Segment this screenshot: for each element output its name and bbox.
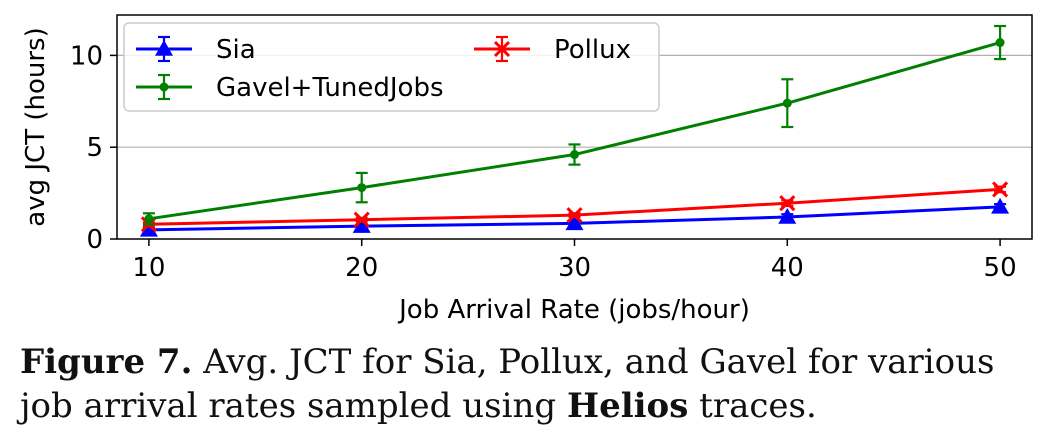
x-tick-label: 30 (558, 253, 591, 283)
data-point (991, 197, 1010, 214)
data-point (352, 217, 371, 233)
y-tick-label: 10 (70, 41, 103, 71)
x-tick-label: 20 (345, 253, 378, 283)
y-tick-label: 5 (86, 133, 103, 163)
caption-label: Figure 7. (20, 342, 193, 382)
line-chart: 0 5 10 10 20 30 40 50 Job Arrival Rate (jobs/ho… (21, 14, 1033, 325)
legend-marker (159, 82, 169, 92)
data-point (139, 220, 158, 237)
figure-caption: Figure 7. Avg. JCT for Sia, Pollux, and … (20, 340, 1050, 428)
data-point (778, 207, 797, 224)
data-point (782, 98, 792, 108)
legend-item-sia: Sia (136, 35, 256, 65)
data-point (995, 38, 1005, 48)
y-tick-label: 0 (86, 225, 103, 255)
series-layer (139, 24, 1010, 237)
series-pollux (140, 181, 1009, 233)
caption-text-after: traces. (688, 386, 817, 426)
data-point (779, 195, 796, 212)
x-tick-label: 10 (132, 253, 165, 283)
data-point (565, 214, 584, 231)
legend-marker (155, 40, 173, 56)
legend-item-pollux: Pollux (474, 35, 631, 65)
x-axis-label: Job Arrival Rate (jobs/hour) (397, 295, 750, 325)
caption-text-before: Avg. JCT for Sia, Pollux, and Gavel for … (20, 342, 995, 426)
data-point (357, 183, 367, 193)
x-tick-label: 50 (984, 253, 1017, 283)
legend-marker (493, 40, 511, 58)
series-gavel-tunedjobs (142, 24, 1007, 226)
x-tick-label: 40 (771, 253, 804, 283)
data-point (144, 214, 154, 224)
caption-emphasis: Helios (566, 386, 689, 426)
legend-label: Pollux (554, 35, 631, 65)
legend-label: Sia (216, 35, 256, 65)
data-point (353, 211, 370, 228)
data-point (992, 181, 1009, 198)
legend-label: Gavel+TunedJobs (216, 73, 444, 103)
legend: Sia Pollux Gavel+TunedJobs (123, 22, 660, 112)
legend-item-gavel-tunedjobs: Gavel+TunedJobs (136, 73, 444, 103)
data-point (570, 150, 579, 160)
data-point (566, 207, 583, 224)
axis-ticks: 0 5 10 10 20 30 40 50 (70, 41, 1017, 283)
legend-box (123, 22, 660, 112)
y-axis-label: avg JCT (hours) (21, 27, 51, 226)
